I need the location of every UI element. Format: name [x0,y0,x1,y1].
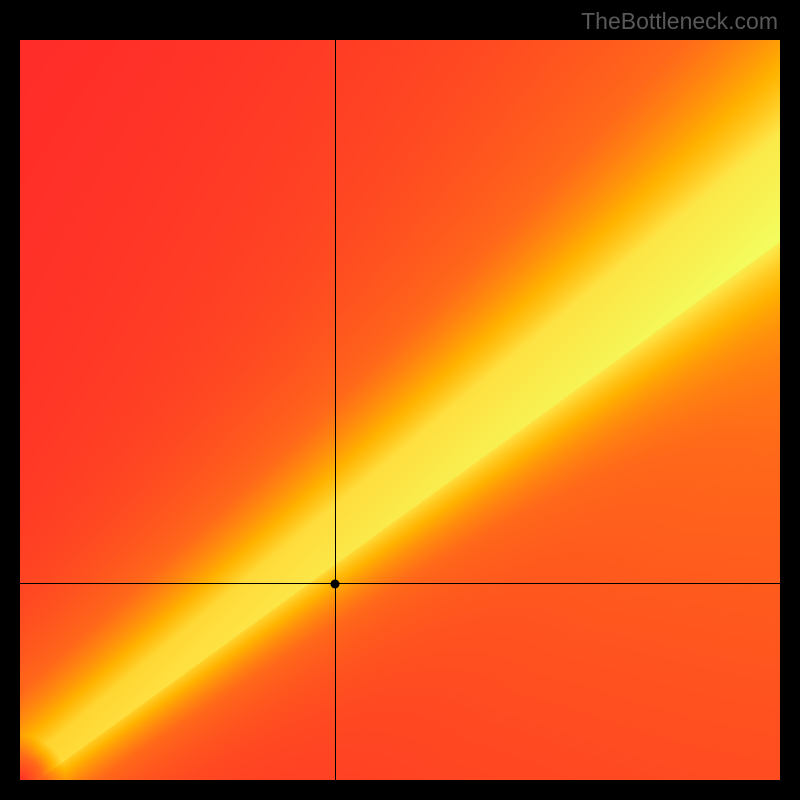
crosshair-vertical [335,40,336,780]
crosshair-horizontal [20,583,780,584]
marker-point [331,579,340,588]
heatmap-plot-area [20,40,780,780]
heatmap-canvas [20,40,780,780]
watermark-text: TheBottleneck.com [581,8,778,35]
